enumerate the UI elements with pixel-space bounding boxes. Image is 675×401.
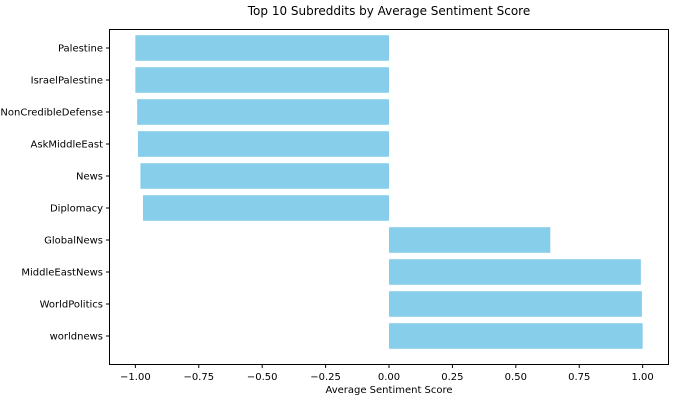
- bar-Palestine: [135, 35, 389, 61]
- x-tick-label: 0.00: [378, 372, 400, 383]
- x-tick-label: −1.00: [120, 372, 151, 383]
- x-tick-label: 0.25: [441, 372, 463, 383]
- y-tick-label: News: [76, 172, 103, 183]
- bar-Diplomacy: [142, 195, 389, 221]
- y-tick-label: MiddleEastNews: [21, 268, 103, 279]
- x-tick-label: −0.75: [183, 372, 214, 383]
- chart-title: Top 10 Subreddits by Average Sentiment S…: [247, 4, 530, 18]
- bar-IsraelPalestine: [135, 67, 389, 93]
- y-tick-label: GlobalNews: [44, 236, 103, 247]
- x-tick-label: 0.75: [568, 372, 590, 383]
- y-tick-label: Diplomacy: [50, 204, 103, 215]
- x-tick-label: 1.00: [632, 372, 654, 383]
- bar-AskMiddleEast: [137, 131, 389, 157]
- x-tick-label: −0.25: [310, 372, 341, 383]
- bar-MiddleEastNews: [389, 259, 641, 285]
- x-tick-label: −0.50: [247, 372, 278, 383]
- y-tick-label: AskMiddleEast: [31, 140, 104, 151]
- bar-WorldPolitics: [389, 291, 642, 317]
- y-tick-label: NonCredibleDefense: [0, 108, 103, 119]
- x-axis-label: Average Sentiment Score: [325, 385, 452, 396]
- y-tick-label: IsraelPalestine: [31, 76, 103, 87]
- x-tick-label: 0.50: [505, 372, 527, 383]
- y-tick-label: worldnews: [50, 332, 103, 343]
- bar-NonCredibleDefense: [137, 99, 389, 125]
- bar-GlobalNews: [389, 227, 551, 253]
- y-tick-label: WorldPolitics: [40, 300, 103, 311]
- bar-News: [140, 163, 389, 189]
- y-tick-label: Palestine: [58, 44, 103, 55]
- bar-worldnews: [389, 323, 643, 349]
